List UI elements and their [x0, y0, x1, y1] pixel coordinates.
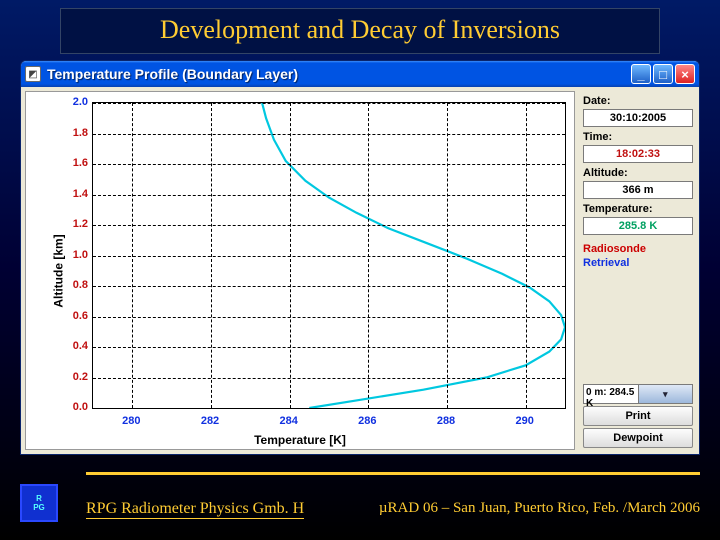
- x-tick: 286: [358, 415, 376, 427]
- logo-bottom: PG: [33, 503, 45, 512]
- altitude-value: 366 m: [583, 181, 693, 199]
- legend-retrieval: Retrieval: [583, 257, 693, 269]
- app-icon: ◩: [25, 66, 41, 82]
- x-tick: 282: [201, 415, 219, 427]
- chart-area: Altitude [km] Temperature [K] 0.0 0.2 0.4 0…: [25, 91, 575, 450]
- y-tick: 0.8: [48, 279, 88, 291]
- footer-venue: µRAD 06 – San Juan, Puerto Rico, Feb. /M…: [379, 500, 700, 517]
- time-value: 18:02:33: [583, 145, 693, 163]
- temperature-label: Temperature:: [583, 203, 693, 215]
- x-tick: 280: [122, 415, 140, 427]
- time-label: Time:: [583, 131, 693, 143]
- minimize-button[interactable]: _: [631, 64, 651, 84]
- date-value: 30:10:2005: [583, 109, 693, 127]
- window-body: Altitude [km] Temperature [K] 0.0 0.2 0.4 0…: [21, 87, 699, 454]
- rpg-logo: R PG: [20, 484, 58, 522]
- date-label: Date:: [583, 95, 693, 107]
- x-tick: 284: [279, 415, 297, 427]
- plot-box: [92, 102, 566, 409]
- print-button[interactable]: Print: [583, 406, 693, 426]
- y-tick: 0.4: [48, 340, 88, 352]
- y-tick: 1.6: [48, 157, 88, 169]
- altitude-label: Altitude:: [583, 167, 693, 179]
- dewpoint-button[interactable]: Dewpoint: [583, 428, 693, 448]
- y-tick: 1.2: [48, 218, 88, 230]
- y-tick: 2.0: [48, 96, 88, 108]
- y-tick: 1.4: [48, 188, 88, 200]
- y-tick: 0.0: [48, 401, 88, 413]
- x-tick: 290: [515, 415, 533, 427]
- y-tick: 1.0: [48, 249, 88, 261]
- window-titlebar[interactable]: ◩ Temperature Profile (Boundary Layer) _…: [21, 61, 699, 87]
- legend-radiosonde: Radiosonde: [583, 243, 693, 255]
- window-title: Temperature Profile (Boundary Layer): [47, 66, 629, 82]
- altitude-select-value: 0 m: 284.5 K: [584, 385, 638, 403]
- slide-footer: R PG RPG Radiometer Physics Gmb. H µRAD …: [20, 472, 700, 532]
- x-axis-label: Temperature [K]: [254, 433, 346, 447]
- slide-title: Development and Decay of Inversions: [60, 8, 660, 54]
- footer-rule: [86, 472, 700, 475]
- altitude-select[interactable]: 0 m: 284.5 K ▾: [583, 384, 693, 404]
- maximize-button[interactable]: □: [653, 64, 673, 84]
- app-window: ◩ Temperature Profile (Boundary Layer) _…: [20, 60, 700, 455]
- side-panel: Date: 30:10:2005 Time: 18:02:33 Altitude…: [579, 87, 699, 454]
- chevron-down-icon[interactable]: ▾: [638, 385, 693, 403]
- footer-company: RPG Radiometer Physics Gmb. H: [86, 500, 304, 518]
- y-axis-label: Altitude [km]: [52, 234, 66, 307]
- y-tick: 0.2: [48, 371, 88, 383]
- temperature-value: 285.8 K: [583, 217, 693, 235]
- y-tick: 0.6: [48, 310, 88, 322]
- logo-top: R: [36, 494, 42, 503]
- close-button[interactable]: ×: [675, 64, 695, 84]
- y-tick: 1.8: [48, 127, 88, 139]
- x-tick: 288: [437, 415, 455, 427]
